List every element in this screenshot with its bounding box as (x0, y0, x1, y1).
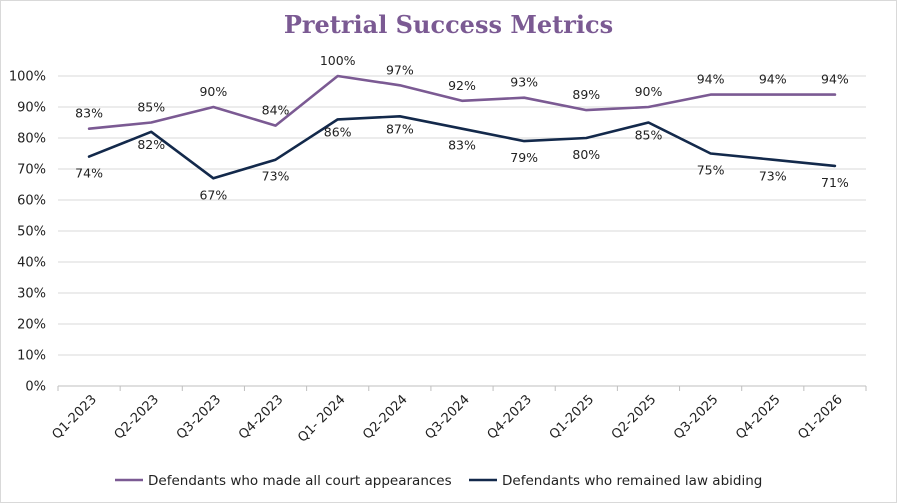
y-tick-label: 80% (17, 132, 46, 147)
x-tick-label: Q2-2024 (360, 392, 410, 442)
y-tick-label: 70% (17, 163, 46, 178)
data-label: 75% (697, 163, 725, 178)
data-label: 84% (262, 103, 290, 118)
data-label: 82% (137, 137, 165, 152)
x-tick-label: Q1-2025 (547, 392, 597, 442)
series-line-1 (87, 74, 837, 130)
data-label: 79% (510, 150, 538, 165)
data-label: 73% (759, 169, 787, 184)
y-tick-label: 40% (17, 256, 46, 271)
data-label: 73% (262, 169, 290, 184)
x-tick-label: Q2-2023 (112, 392, 162, 442)
legend: Defendants who made all court appearance… (115, 473, 762, 489)
data-label: 94% (821, 72, 849, 87)
y-tick-label: 60% (17, 194, 46, 209)
y-tick-label: 0% (25, 380, 46, 395)
data-label: 83% (448, 138, 476, 153)
data-label: 93% (510, 75, 538, 90)
legend-label-2: Defendants who remained law abiding (502, 473, 762, 489)
x-tick-label: Q1- 2024 (295, 392, 348, 445)
x-tick-label: Q2-2025 (609, 392, 659, 442)
x-tick-label: Q3-2023 (174, 392, 224, 442)
data-label: 86% (324, 124, 352, 139)
x-tick-label: Q3-2025 (671, 392, 721, 442)
x-tick-label: Q4-2023 (485, 392, 535, 442)
data-label: 97% (386, 62, 414, 77)
series-line-2 (87, 115, 837, 180)
data-label: 90% (635, 84, 663, 99)
chart-title: Pretrial Success Metrics (283, 10, 614, 39)
y-tick-label: 10% (17, 349, 46, 364)
y-tick-label: 20% (17, 318, 46, 333)
legend-label-1: Defendants who made all court appearance… (148, 473, 452, 489)
data-label: 94% (697, 72, 725, 87)
x-tick-label: Q1-2026 (795, 392, 845, 442)
x-tick-label: Q4-2025 (733, 392, 783, 442)
x-tick-label: Q3-2024 (422, 392, 472, 442)
data-label: 90% (199, 84, 227, 99)
data-labels: 83% 85% 90% 84% 100% 97% 92% 93% 89% 90% 94% 94% 94%… (75, 53, 849, 202)
data-label: 74% (75, 166, 103, 181)
data-label: 67% (199, 187, 227, 202)
data-label: 71% (821, 175, 849, 190)
y-tick-label: 100% (9, 70, 46, 85)
data-label: 85% (137, 100, 165, 115)
data-label: 89% (572, 87, 600, 102)
data-label: 85% (635, 128, 663, 143)
x-tick-label: Q1-2023 (50, 392, 100, 442)
y-tick-label: 90% (17, 101, 46, 116)
x-axis: Q1-2023 Q2-2023 Q3-2023 Q4-2023 Q1- 2024 Q2-2… (50, 386, 867, 446)
gridlines (58, 75, 866, 387)
data-label: 80% (572, 147, 600, 162)
series-group (87, 74, 837, 180)
y-tick-label: 30% (17, 287, 46, 302)
data-label: 87% (386, 121, 414, 136)
y-tick-label: 50% (17, 225, 46, 240)
data-label: 100% (320, 53, 356, 68)
data-label: 94% (759, 72, 787, 87)
x-tick-label: Q4-2023 (236, 392, 286, 442)
y-axis: 0% 10% 20% 30% 40% 50% 60% 70% 80% 90% 100% (9, 70, 46, 395)
data-label: 92% (448, 78, 476, 93)
data-label: 83% (75, 106, 103, 121)
